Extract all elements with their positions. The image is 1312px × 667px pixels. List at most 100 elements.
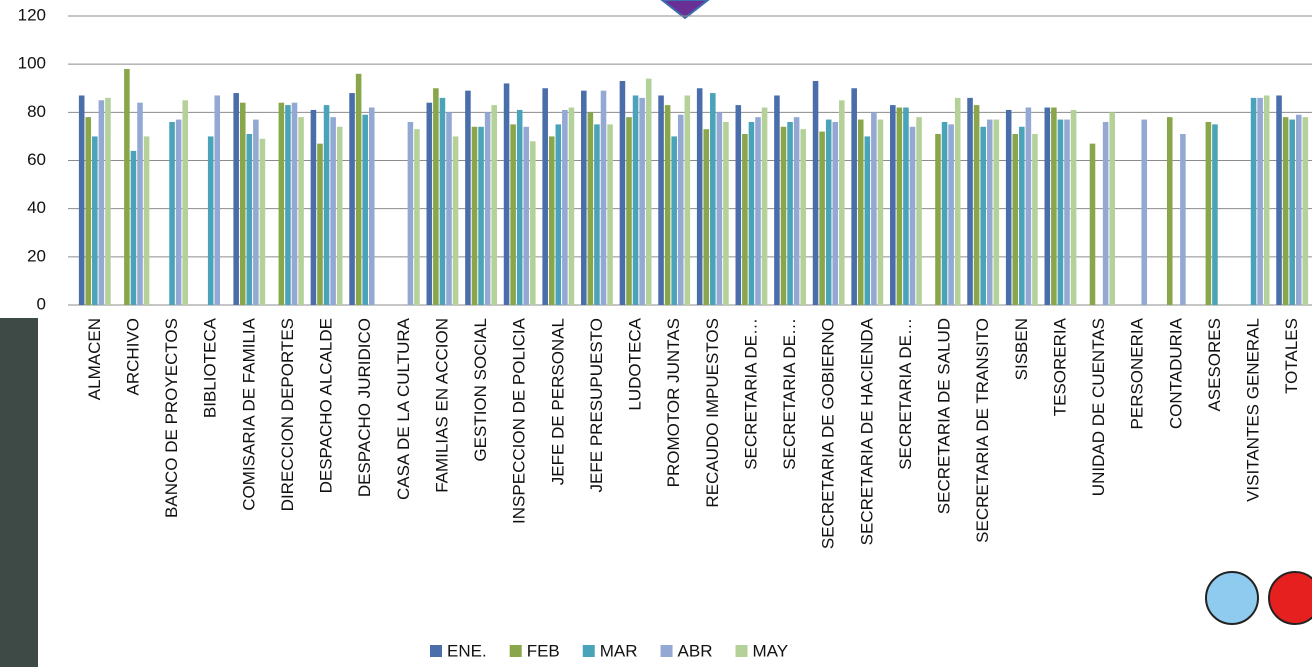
bar: [703, 129, 710, 305]
bar: [812, 81, 819, 306]
bar: [1064, 119, 1070, 305]
bar: [677, 114, 684, 305]
bar: [355, 73, 362, 305]
bar: [439, 97, 446, 305]
bar: [851, 88, 857, 305]
bar: [825, 119, 832, 305]
x-tick-label: SECRETARIA DE…: [780, 318, 799, 470]
bar: [1109, 112, 1115, 305]
red-button[interactable]: [1268, 571, 1312, 625]
legend-swatch: [660, 645, 673, 657]
bar: [600, 90, 607, 306]
bar: [137, 102, 143, 305]
legend-label: MAR: [600, 641, 638, 660]
bar: [175, 119, 182, 305]
bar: [1032, 134, 1038, 305]
x-tick-label: BIBLIOTECA: [201, 317, 220, 418]
x-tick-label: SECRETARIA DE SALUD: [935, 318, 954, 514]
bar: [587, 112, 594, 305]
y-tick-label: 120: [18, 5, 46, 24]
x-tick-label: BANCO DE PROYECTOS: [162, 318, 181, 518]
bar: [954, 97, 961, 305]
x-tick-label: SECRETARIA DE…: [896, 318, 915, 470]
bar: [523, 126, 530, 306]
bar: [291, 102, 298, 305]
bar: [105, 97, 111, 305]
bar: [1166, 117, 1173, 306]
bar: [233, 93, 239, 305]
x-tick-label: PROMOTOR JUNTAS: [664, 318, 683, 487]
bar: [755, 117, 761, 306]
bar: [980, 126, 986, 306]
legend-swatch: [430, 645, 442, 657]
bar: [1180, 134, 1186, 305]
x-tick-label: ASESORES: [1205, 318, 1224, 412]
bar: [671, 136, 677, 305]
bar: [542, 88, 548, 305]
bar: [1263, 95, 1270, 305]
x-tick-label: SECRETARIA DE…: [741, 318, 760, 470]
x-tick-label: CONTADURIA: [1166, 317, 1185, 429]
bar: [98, 100, 105, 306]
bar: [1295, 114, 1302, 305]
bar: [742, 134, 748, 305]
bar: [530, 141, 536, 305]
bar: [182, 100, 188, 306]
bar: [903, 107, 909, 306]
x-tick-label: TOTALES: [1282, 318, 1301, 394]
bar: [414, 129, 420, 305]
bar: [143, 136, 150, 305]
x-tick-label: ALMACEN: [85, 318, 104, 400]
bar: [877, 119, 884, 305]
bar: [890, 105, 896, 305]
bar: [896, 107, 903, 306]
x-tick-label: UNIDAD DE CUENTAS: [1089, 318, 1108, 496]
bar: [793, 117, 800, 306]
y-tick-label: 0: [37, 294, 46, 313]
bar: [871, 112, 877, 305]
bar: [787, 121, 793, 305]
bar: [207, 136, 214, 305]
bar: [1289, 119, 1295, 305]
x-tick-label: VISITANTES GENERAL: [1244, 318, 1263, 502]
bar: [478, 126, 484, 306]
bar: [1025, 107, 1032, 306]
legend-swatch: [582, 645, 595, 657]
bar: [1282, 117, 1289, 306]
bar: [92, 136, 98, 305]
bar: [864, 136, 871, 305]
bar: [491, 105, 497, 305]
bar: [645, 78, 652, 305]
bar: [484, 112, 491, 305]
bar: [832, 121, 839, 305]
y-tick-label: 40: [27, 198, 46, 217]
bar: [317, 143, 323, 305]
triangle-decoration: [660, 0, 710, 20]
bar: [85, 117, 92, 306]
bar: [857, 119, 864, 305]
bar: [941, 121, 948, 305]
bar: [1102, 121, 1109, 305]
blue-button[interactable]: [1205, 571, 1259, 625]
bar: [1302, 117, 1309, 306]
x-tick-label: DESPACHO JURIDICO: [355, 318, 374, 497]
bar: [986, 119, 993, 305]
bar: [581, 90, 587, 306]
bar: [253, 119, 259, 305]
bar: [839, 100, 845, 306]
legend-label: MAY: [753, 641, 789, 660]
bar: [555, 124, 562, 305]
bar: [1250, 97, 1257, 305]
x-tick-label: TESORERIA: [1050, 317, 1069, 416]
bar: [1141, 119, 1148, 305]
x-tick-label: CASA DE LA CULTURA: [394, 317, 413, 500]
bar: [130, 150, 137, 305]
bar: [774, 95, 780, 305]
x-tick-label: COMISARIA DE FAMILIA: [239, 317, 258, 510]
x-tick-label: PERSONERIA: [1128, 317, 1147, 429]
bar: [503, 83, 510, 305]
bar: [748, 121, 755, 305]
y-tick-label: 100: [18, 54, 46, 73]
